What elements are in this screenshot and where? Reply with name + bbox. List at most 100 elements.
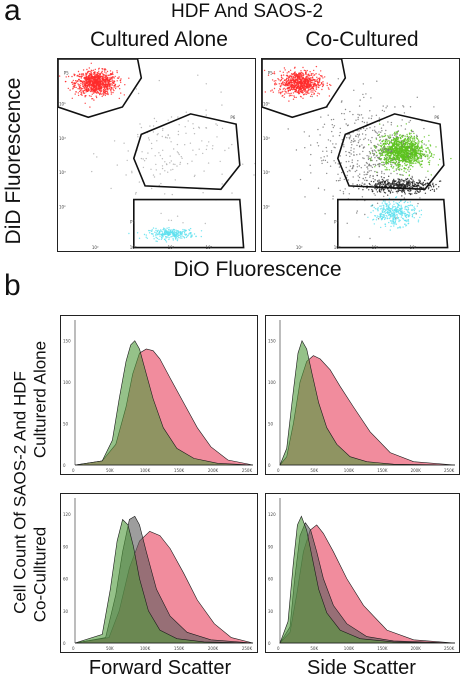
event-point-5 bbox=[341, 112, 343, 115]
event-point-2 bbox=[397, 158, 399, 160]
event-point-3 bbox=[176, 143, 179, 146]
event-point-3 bbox=[221, 104, 223, 106]
event-point-3 bbox=[192, 127, 195, 130]
event-point-1 bbox=[74, 86, 76, 88]
event-point-5 bbox=[395, 135, 397, 138]
event-point-1 bbox=[300, 82, 303, 84]
event-point-1 bbox=[293, 76, 295, 79]
event-point-5 bbox=[371, 166, 374, 169]
event-point-1 bbox=[318, 84, 321, 87]
event-point-1 bbox=[109, 84, 111, 87]
event-point-1 bbox=[92, 91, 94, 93]
event-point-5 bbox=[388, 143, 390, 146]
event-point-2 bbox=[428, 149, 430, 151]
event-point-2 bbox=[394, 150, 396, 152]
event-point-2 bbox=[151, 229, 153, 231]
event-point-5 bbox=[340, 162, 342, 164]
event-point-1 bbox=[92, 83, 95, 86]
event-point-5 bbox=[423, 143, 425, 145]
event-point-3 bbox=[394, 215, 397, 217]
event-point-5 bbox=[375, 114, 378, 116]
event-point-4 bbox=[368, 189, 370, 191]
event-point-1 bbox=[110, 91, 112, 93]
event-point-2 bbox=[421, 160, 424, 162]
event-point-1 bbox=[286, 72, 288, 74]
event-point-3 bbox=[394, 221, 397, 223]
event-point-1 bbox=[303, 90, 305, 92]
event-point-1 bbox=[301, 87, 303, 90]
event-point-1 bbox=[312, 73, 314, 75]
event-point-3 bbox=[395, 207, 397, 210]
event-point-5 bbox=[391, 161, 393, 163]
event-point-5 bbox=[381, 130, 383, 132]
event-point-2 bbox=[397, 164, 400, 166]
event-point-1 bbox=[317, 84, 319, 86]
event-point-4 bbox=[418, 179, 420, 181]
event-point-1 bbox=[284, 88, 287, 90]
event-point-5 bbox=[327, 139, 330, 141]
event-point-1 bbox=[273, 87, 276, 90]
event-point-2 bbox=[413, 152, 415, 154]
event-point-5 bbox=[392, 137, 395, 139]
event-point-1 bbox=[326, 84, 328, 87]
event-point-5 bbox=[364, 213, 366, 216]
event-point-2 bbox=[375, 138, 378, 140]
event-point-1 bbox=[306, 90, 308, 92]
event-point-3 bbox=[110, 187, 112, 190]
event-point-3 bbox=[407, 201, 409, 204]
event-point-4 bbox=[388, 175, 390, 177]
event-point-4 bbox=[410, 177, 412, 180]
event-point-3 bbox=[138, 181, 141, 183]
event-point-1 bbox=[280, 78, 283, 81]
event-point-3 bbox=[205, 83, 207, 85]
event-point-1 bbox=[85, 89, 87, 91]
event-point-3 bbox=[390, 210, 392, 212]
event-point-5 bbox=[361, 144, 363, 146]
event-point-3 bbox=[388, 209, 391, 212]
event-point-2 bbox=[411, 163, 413, 165]
event-point-2 bbox=[395, 142, 398, 144]
event-point-4 bbox=[398, 178, 400, 180]
event-point-3 bbox=[177, 116, 179, 118]
event-point-1 bbox=[80, 87, 82, 89]
event-point-5 bbox=[368, 163, 370, 166]
event-point-1 bbox=[321, 75, 323, 78]
event-point-5 bbox=[402, 143, 405, 145]
event-point-1 bbox=[273, 71, 276, 73]
y-tick-label: 90 bbox=[63, 544, 69, 549]
event-point-2 bbox=[159, 231, 161, 233]
event-point-1 bbox=[314, 80, 316, 83]
event-point-5 bbox=[381, 170, 383, 173]
event-point-5 bbox=[330, 119, 333, 121]
event-point-2 bbox=[388, 158, 390, 160]
event-point-2 bbox=[407, 142, 409, 145]
event-point-2 bbox=[161, 235, 163, 237]
event-point-1 bbox=[307, 85, 309, 88]
event-point-5 bbox=[369, 153, 371, 155]
event-point-3 bbox=[157, 133, 159, 135]
event-point-1 bbox=[116, 71, 118, 74]
event-point-1 bbox=[321, 83, 323, 85]
event-point-2 bbox=[179, 231, 182, 233]
event-point-1 bbox=[94, 91, 96, 93]
event-point-4 bbox=[368, 182, 371, 185]
event-point-3 bbox=[389, 203, 391, 205]
event-point-5 bbox=[352, 176, 354, 178]
event-point-3 bbox=[394, 209, 396, 212]
event-point-3 bbox=[254, 162, 255, 165]
event-point-2 bbox=[412, 147, 414, 150]
x-tick-label: 10⁵ bbox=[206, 245, 213, 250]
event-point-2 bbox=[165, 237, 167, 239]
event-point-2 bbox=[427, 158, 429, 160]
event-point-3 bbox=[151, 187, 153, 190]
event-point-5 bbox=[369, 127, 371, 129]
event-point-1 bbox=[275, 83, 278, 85]
event-point-3 bbox=[91, 170, 93, 173]
event-point-5 bbox=[374, 126, 376, 128]
event-point-3 bbox=[376, 215, 379, 217]
event-point-2 bbox=[411, 155, 413, 158]
gate-label-p5: P5 bbox=[268, 70, 273, 75]
event-point-5 bbox=[394, 163, 396, 165]
histogram-series-2 bbox=[74, 340, 254, 466]
event-point-1 bbox=[307, 73, 309, 76]
